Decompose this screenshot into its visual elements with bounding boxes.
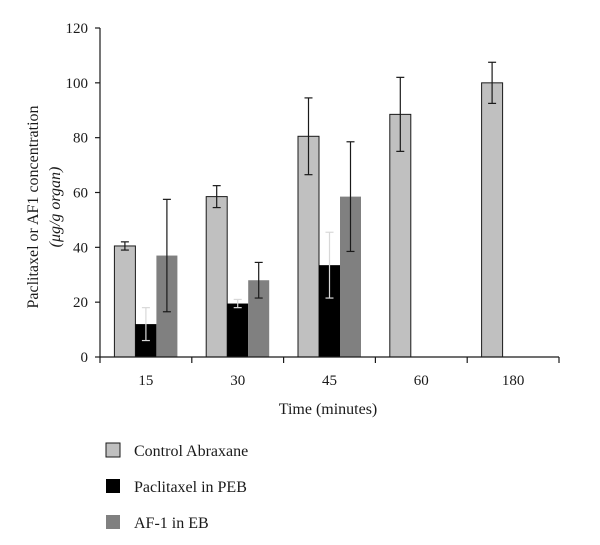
legend-swatch (106, 515, 120, 529)
legend-label: Control Abraxane (134, 443, 248, 460)
x-tick-label: 45 (322, 373, 337, 389)
bar (205, 196, 228, 358)
y-axis-title-line2: (μg/g organ) (47, 167, 64, 248)
y-tick-label: 40 (73, 240, 88, 256)
y-tick-label: 80 (73, 131, 88, 147)
bar (319, 265, 340, 357)
legend-swatch (106, 479, 120, 493)
legend-label: AF-1 in EB (134, 515, 209, 532)
bar (481, 82, 504, 358)
y-tick-label: 100 (66, 76, 89, 92)
y-axis-title-line1: Paclitaxel or AF1 concentration (25, 105, 42, 308)
x-axis-title: Time (minutes) (279, 401, 378, 418)
bar (113, 245, 136, 358)
y-axis: 0 20 40 60 80 100 120 (66, 21, 101, 366)
x-tick-label: 60 (414, 373, 429, 389)
x-tick-label: 180 (502, 373, 525, 389)
error-bars (120, 61, 497, 342)
y-tick-label: 20 (73, 295, 88, 311)
x-tick-label: 30 (230, 373, 245, 389)
bar (340, 196, 361, 357)
bar (248, 280, 270, 357)
x-tick-label: 15 (138, 373, 153, 389)
legend-label: Paclitaxel in PEB (134, 479, 247, 496)
bar (227, 303, 249, 357)
y-tick-label: 0 (81, 350, 89, 366)
y-tick-label: 60 (73, 186, 88, 202)
x-axis: 15 30 45 60 180 (99, 356, 560, 389)
bars (113, 82, 545, 358)
legend: Control Abraxane Paclitaxel in PEB AF-1 in… (105, 442, 248, 532)
y-tick-label: 120 (66, 21, 89, 37)
legend-swatch (105, 442, 121, 458)
